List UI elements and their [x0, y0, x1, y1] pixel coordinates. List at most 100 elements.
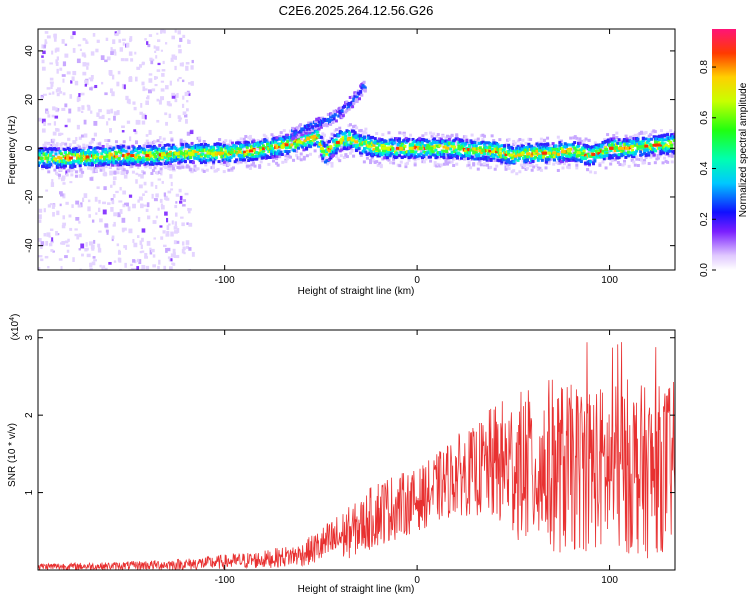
- heat-cell: [295, 126, 299, 130]
- heat-cell: [516, 139, 520, 143]
- heat-cell: [308, 131, 312, 135]
- heat-cell: [193, 168, 197, 172]
- heat-cell: [105, 165, 108, 169]
- heat-cell: [113, 212, 117, 217]
- heat-cell: [204, 154, 208, 158]
- heat-cell: [243, 144, 247, 148]
- heat-cell: [582, 147, 586, 151]
- heat-hotspot: [354, 140, 359, 144]
- heat-cell: [171, 262, 175, 265]
- heat-cell: [160, 236, 164, 240]
- heat-cell: [133, 242, 138, 248]
- heat-cell: [70, 169, 74, 173]
- heat-cell: [363, 86, 367, 90]
- heat-cell: [404, 137, 408, 141]
- heat-cell: [577, 144, 581, 148]
- heat-cell: [72, 140, 77, 144]
- heat-cell: [158, 136, 162, 140]
- heat-cell: [150, 142, 154, 146]
- heat-cell: [505, 159, 509, 163]
- heat-cell: [252, 161, 256, 165]
- heat-cell: [110, 108, 113, 114]
- heat-cell: [179, 150, 183, 154]
- heat-cell: [158, 170, 162, 174]
- heat-cell: [334, 138, 338, 142]
- heat-cell: [325, 152, 329, 156]
- heat-cell: [256, 147, 260, 151]
- heat-cell: [80, 147, 84, 150]
- heat-cell: [284, 135, 288, 139]
- heat-cell: [149, 247, 152, 251]
- heat-cell: [518, 137, 522, 141]
- heat-cell: [162, 149, 166, 153]
- heat-cell: [64, 255, 68, 259]
- heat-cell: [316, 124, 320, 128]
- heat-cell: [493, 159, 497, 163]
- heat-cell: [493, 167, 497, 171]
- heat-cell: [184, 91, 189, 97]
- heat-cell: [296, 146, 300, 150]
- heat-cell: [189, 156, 193, 160]
- heat-cell: [206, 143, 210, 147]
- heat-cell: [377, 137, 381, 141]
- heat-cell: [143, 204, 147, 207]
- heat-cell: [307, 124, 311, 128]
- heat-cell: [168, 113, 172, 118]
- heat-cell: [270, 149, 274, 153]
- heat-cell: [87, 106, 91, 111]
- heat-cell: [329, 152, 333, 156]
- heat-cell: [562, 152, 566, 156]
- heat-cell: [306, 127, 310, 131]
- heat-cell: [438, 136, 442, 140]
- heat-cell: [96, 165, 100, 169]
- heat-cell: [211, 166, 215, 170]
- heat-cell: [38, 151, 42, 155]
- heat-cell: [437, 152, 441, 156]
- heat-cell: [625, 142, 629, 146]
- heat-cell: [486, 154, 490, 158]
- heat-cell: [124, 145, 128, 149]
- heat-cell: [210, 166, 214, 170]
- heat-cell: [173, 226, 178, 230]
- heat-cell: [143, 181, 147, 186]
- heat-cell: [352, 136, 356, 140]
- heat-cell: [464, 135, 468, 139]
- heat-cell: [535, 148, 539, 152]
- heat-cell: [97, 243, 101, 248]
- heat-cell: [126, 42, 130, 48]
- heat-cell: [481, 155, 485, 159]
- heat-cell: [407, 137, 411, 141]
- heat-hotspot: [229, 151, 234, 155]
- heat-cell: [116, 82, 120, 85]
- heat-cell: [310, 132, 314, 136]
- heat-cell: [243, 150, 247, 154]
- heat-cell: [89, 146, 93, 150]
- heat-cell: [158, 259, 161, 265]
- heat-cell: [243, 158, 247, 162]
- heat-cell: [175, 193, 180, 197]
- heat-cell: [93, 120, 98, 126]
- heat-cell: [42, 93, 47, 96]
- heat-cell: [104, 92, 108, 96]
- heat-cell: [355, 95, 359, 99]
- heat-cell: [140, 244, 143, 250]
- heat-cell: [314, 142, 318, 146]
- heat-cell: [506, 165, 510, 169]
- heat-cell: [186, 108, 189, 112]
- heat-cell: [104, 150, 108, 154]
- heat-cell: [661, 161, 665, 165]
- heat-cell: [146, 95, 150, 100]
- heat-cell: [501, 158, 505, 162]
- heat-cell: [325, 124, 329, 128]
- heat-cell: [135, 119, 140, 125]
- heat-cell: [582, 143, 586, 147]
- heat-cell: [299, 158, 303, 162]
- heat-cell: [167, 167, 171, 171]
- heat-cell: [299, 152, 303, 156]
- heat-hotspot: [219, 151, 224, 155]
- heat-cell: [96, 152, 100, 156]
- heat-hotspot: [306, 137, 311, 141]
- spectrogram-heatmap: [38, 29, 675, 270]
- heat-cell: [155, 55, 158, 59]
